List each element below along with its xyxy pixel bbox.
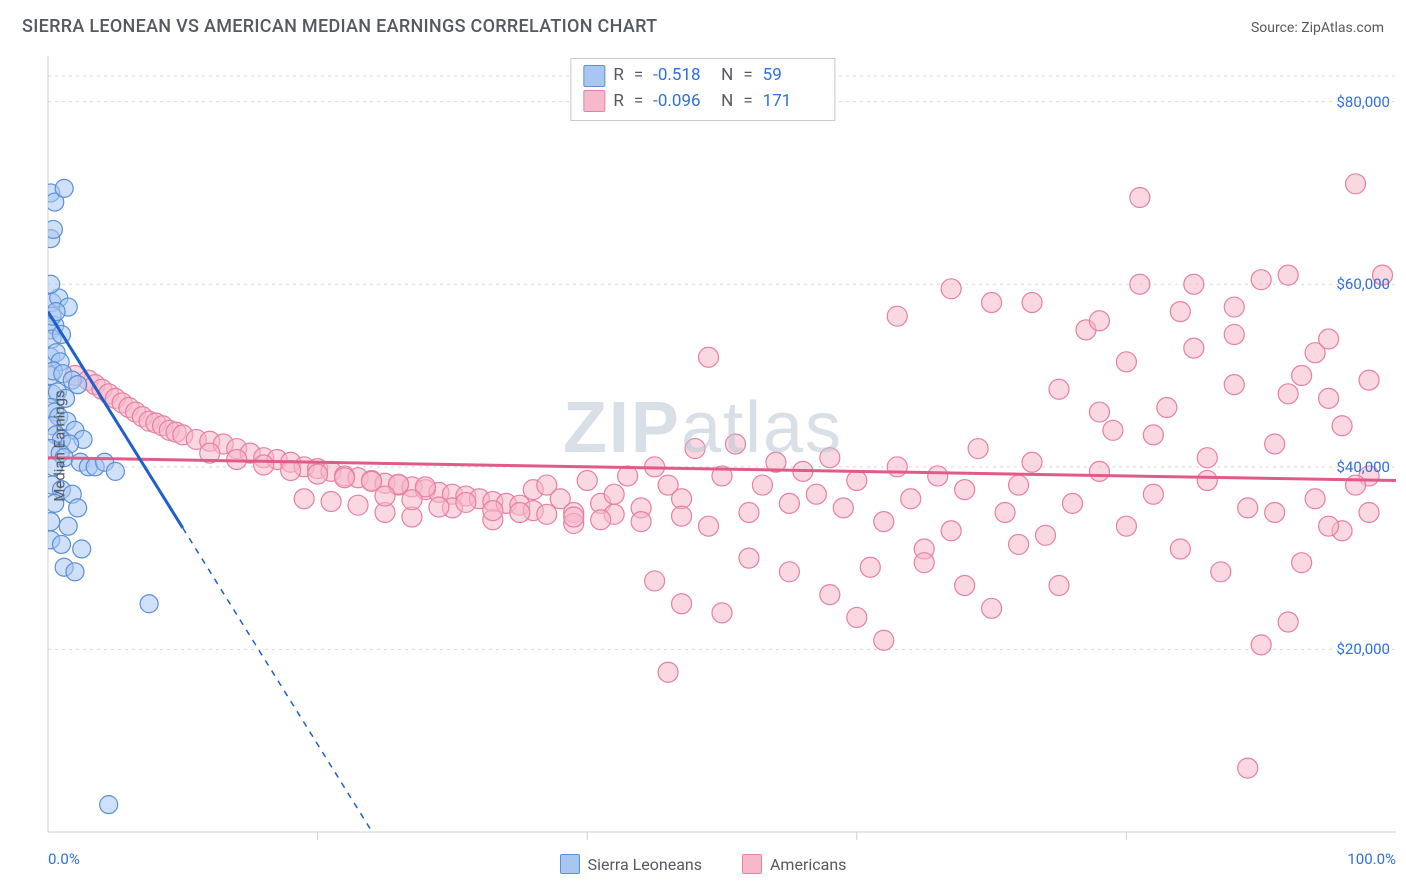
stats-N-label: N <box>721 63 733 89</box>
stats-row-0: R= -0.518 N= 59 <box>583 63 822 89</box>
stats-R-label: R <box>613 89 623 115</box>
bottom-legend: Sierra Leoneans Americans <box>0 854 1406 874</box>
y-tick-label: $20,000 <box>1336 640 1390 658</box>
y-axis-label: Median Earnings <box>51 390 69 501</box>
legend-item-0: Sierra Leoneans <box>560 854 702 874</box>
stats-N-value-0: 59 <box>763 63 823 89</box>
stats-legend-box: R= -0.518 N= 59 R= -0.096 N= 171 <box>570 58 835 121</box>
y-tick-label: $60,000 <box>1336 275 1390 293</box>
chart-area: Median Earnings ZIPatlas R= -0.518 N= 59… <box>0 0 1406 892</box>
stats-N-value-1: 171 <box>763 89 823 115</box>
stats-swatch-0 <box>583 65 605 87</box>
stats-R-value-0: -0.518 <box>653 63 713 89</box>
stats-swatch-1 <box>583 90 605 112</box>
stats-row-1: R= -0.096 N= 171 <box>583 89 822 115</box>
legend-item-1: Americans <box>742 854 846 874</box>
stats-R-label: R <box>613 63 623 89</box>
legend-swatch-0 <box>560 854 580 874</box>
scatter-chart-svg <box>0 0 1406 892</box>
stats-R-value-1: -0.096 <box>653 89 713 115</box>
legend-label-0: Sierra Leoneans <box>588 855 702 874</box>
legend-label-1: Americans <box>770 855 846 874</box>
legend-swatch-1 <box>742 854 762 874</box>
y-tick-label: $80,000 <box>1336 93 1390 111</box>
stats-N-label: N <box>721 89 733 115</box>
y-tick-label: $40,000 <box>1336 458 1390 476</box>
